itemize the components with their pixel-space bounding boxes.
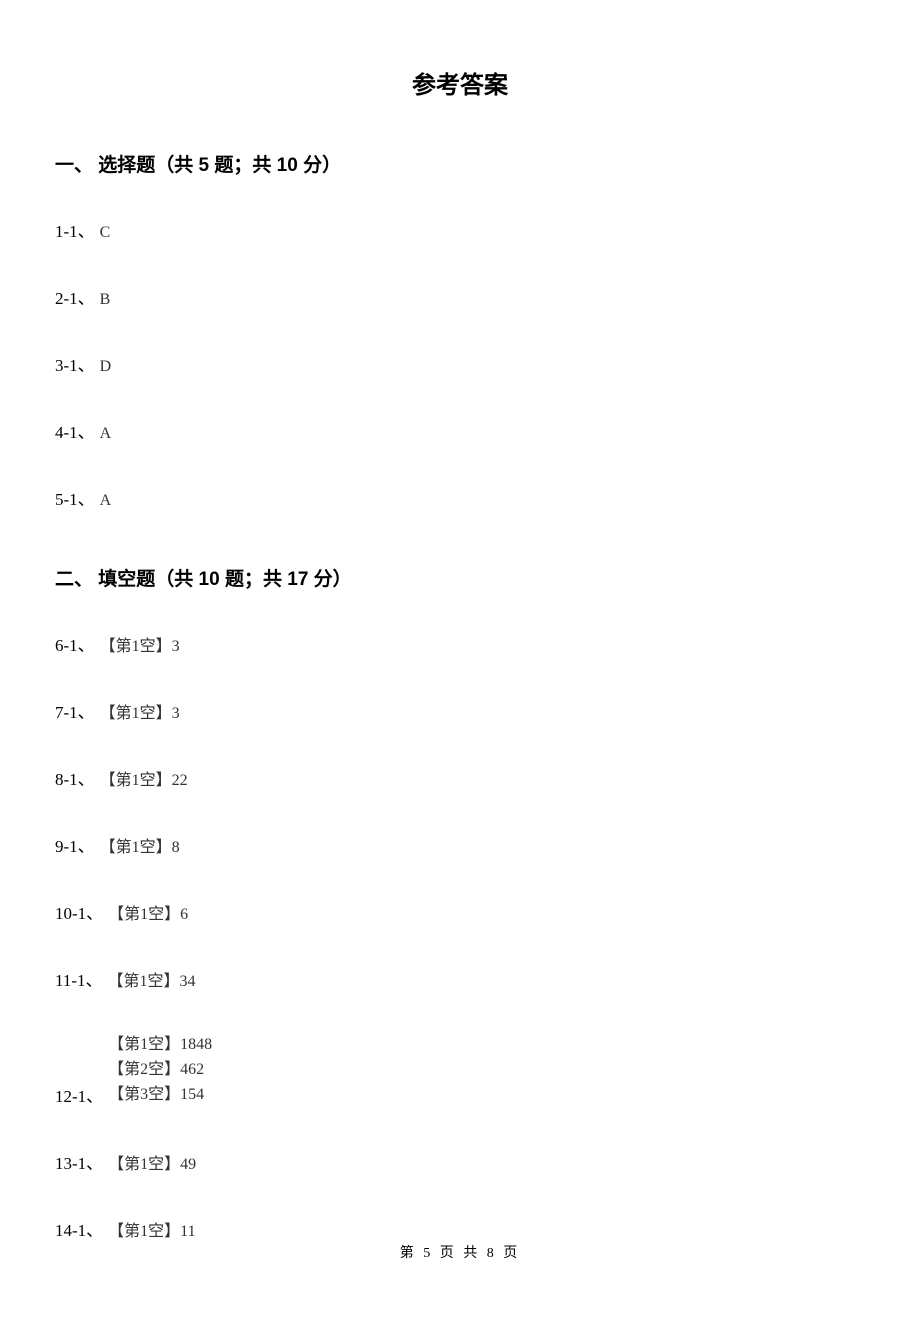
page-title: 参考答案 xyxy=(55,65,865,100)
answer-label: 11-1、 xyxy=(55,966,103,991)
section-spacer xyxy=(55,552,865,564)
answer-row: 8-1、 【第1空】22 xyxy=(55,765,865,790)
answer-row: 3-1、 D xyxy=(55,351,865,376)
answer-label: 13-1、 xyxy=(55,1149,103,1174)
answer-blank: 【第2空】462 xyxy=(108,1058,212,1083)
answer-blank: 【第1空】6 xyxy=(108,900,188,924)
answer-value: B xyxy=(100,291,111,309)
answer-row: 14-1、 【第1空】11 xyxy=(55,1216,865,1241)
answer-label: 1-1、 xyxy=(55,217,95,242)
answer-row-multi: 12-1、 【第1空】1848 【第2空】462 【第3空】154 xyxy=(55,1033,865,1107)
answer-label: 14-1、 xyxy=(55,1216,103,1241)
answer-value: A xyxy=(100,492,112,510)
answer-label: 6-1、 xyxy=(55,631,95,656)
answer-row: 5-1、 A xyxy=(55,485,865,510)
answer-label: 3-1、 xyxy=(55,351,95,376)
answer-row: 2-1、 B xyxy=(55,284,865,309)
answer-label: 7-1、 xyxy=(55,698,95,723)
answer-label: 5-1、 xyxy=(55,485,95,510)
answer-row: 10-1、 【第1空】6 xyxy=(55,899,865,924)
answer-row: 1-1、 C xyxy=(55,217,865,242)
answer-label: 8-1、 xyxy=(55,765,95,790)
answer-value: D xyxy=(100,358,112,376)
answer-row: 13-1、 【第1空】49 xyxy=(55,1149,865,1174)
answer-row: 11-1、 【第1空】34 xyxy=(55,966,865,991)
answer-label: 9-1、 xyxy=(55,832,95,857)
answer-row: 9-1、 【第1空】8 xyxy=(55,832,865,857)
answer-label: 2-1、 xyxy=(55,284,95,309)
page-footer: 第 5 页 共 8 页 xyxy=(0,1242,920,1262)
answer-blank: 【第3空】154 xyxy=(108,1083,212,1108)
answer-blank: 【第1空】8 xyxy=(100,833,180,857)
section-2-header: 二、 填空题（共 10 题；共 17 分） xyxy=(55,564,865,591)
answer-blank: 【第1空】34 xyxy=(108,967,196,991)
answer-row: 7-1、 【第1空】3 xyxy=(55,698,865,723)
answer-value: A xyxy=(100,425,112,443)
answer-blank: 【第1空】49 xyxy=(108,1150,196,1174)
section-1-header: 一、 选择题（共 5 题；共 10 分） xyxy=(55,150,865,177)
answer-label: 12-1、 xyxy=(55,1082,103,1107)
multi-blank-group: 【第1空】1848 【第2空】462 【第3空】154 xyxy=(108,1033,212,1107)
answer-label: 4-1、 xyxy=(55,418,95,443)
answer-blank: 【第1空】1848 xyxy=(108,1033,212,1058)
answer-row: 6-1、 【第1空】3 xyxy=(55,631,865,656)
answer-row: 4-1、 A xyxy=(55,418,865,443)
answer-blank: 【第1空】11 xyxy=(108,1217,195,1241)
answer-blank: 【第1空】22 xyxy=(100,766,188,790)
answer-label: 10-1、 xyxy=(55,899,103,924)
answer-blank: 【第1空】3 xyxy=(100,699,180,723)
answer-value: C xyxy=(100,224,111,242)
document-page: 参考答案 一、 选择题（共 5 题；共 10 分） 1-1、 C 2-1、 B … xyxy=(0,0,920,1323)
answer-blank: 【第1空】3 xyxy=(100,632,180,656)
